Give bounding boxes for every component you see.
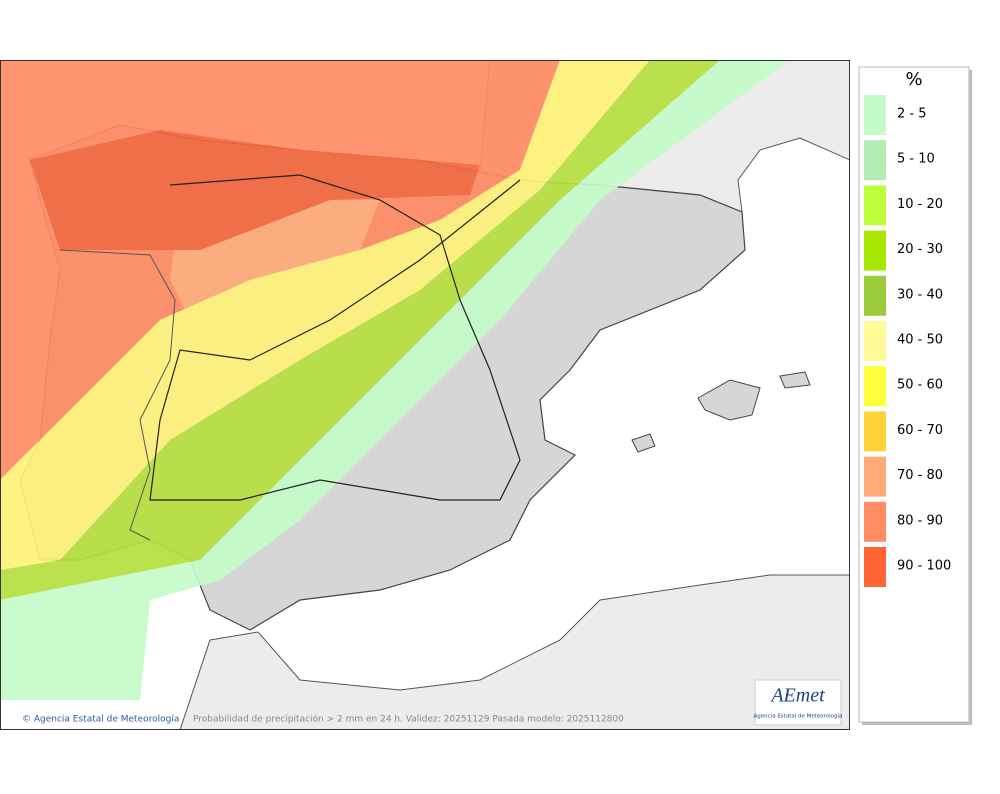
mallorca xyxy=(697,379,761,421)
legend-label: 10 - 20 xyxy=(897,197,943,212)
caption: Probabilidad de precipitación > 2 mm en … xyxy=(193,714,624,725)
legend-label: 90 - 100 xyxy=(897,559,951,574)
legend-swatch xyxy=(864,95,886,135)
field-40-60 xyxy=(0,60,650,570)
map xyxy=(0,60,850,730)
ibiza xyxy=(631,433,656,453)
map-frame xyxy=(0,60,850,730)
logo: AEmet xyxy=(769,685,825,707)
legend: 2 - 5 5 - 10 10 - 20 20 - 30 30 - 40 40 - 50 5… xyxy=(864,95,951,587)
field-20-40 xyxy=(0,60,720,600)
legend-swatch xyxy=(864,140,886,181)
legend-label: 5 - 10 xyxy=(897,152,935,167)
legend-swatch xyxy=(864,185,886,226)
credit: © Agencia Estatal de Meteorología xyxy=(22,715,179,725)
legend-swatch xyxy=(864,321,886,361)
legend-label: 20 - 30 xyxy=(897,242,943,257)
probability-fields xyxy=(0,60,790,700)
legend-swatch xyxy=(864,275,886,316)
field-90-100 xyxy=(30,130,480,250)
menorca xyxy=(779,371,811,389)
legend-swatch xyxy=(864,366,886,407)
legend-swatch xyxy=(864,411,886,452)
legend-label: 40 - 50 xyxy=(897,333,943,348)
legend-label: 80 - 90 xyxy=(897,513,943,528)
border-portugal xyxy=(59,249,176,541)
region-borders xyxy=(149,174,521,501)
legend-title: % xyxy=(905,69,922,90)
legend-label: 2 - 5 xyxy=(897,107,927,122)
legend-swatch xyxy=(864,547,886,587)
legend-swatch xyxy=(864,501,886,542)
legend-label: 30 - 40 xyxy=(897,287,943,302)
africa xyxy=(179,574,850,730)
legend-swatch xyxy=(864,230,886,271)
legend-label: 50 - 60 xyxy=(897,378,943,393)
logo-box xyxy=(754,679,842,726)
legend-label: 70 - 80 xyxy=(897,468,943,483)
legend-label: 60 - 70 xyxy=(897,423,943,438)
logo-subtitle: Agencia Estatal de Meteorología xyxy=(754,713,843,720)
legend-swatch xyxy=(864,456,886,497)
field-2-10 xyxy=(0,60,790,700)
